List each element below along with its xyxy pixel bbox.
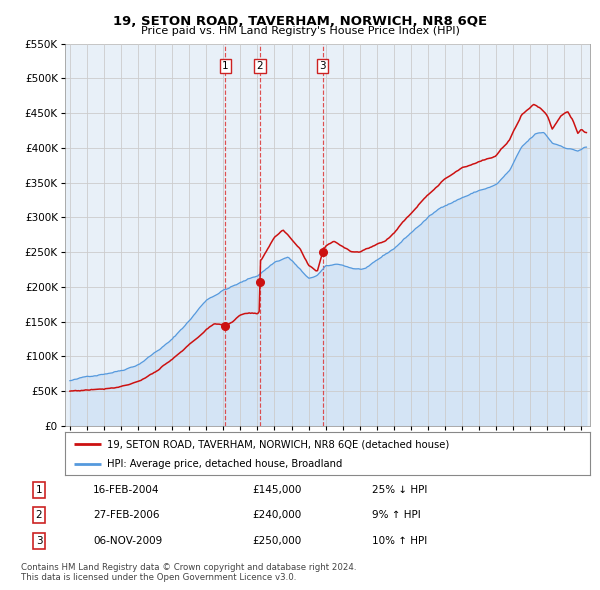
Text: 9% ↑ HPI: 9% ↑ HPI (372, 510, 421, 520)
Text: 10% ↑ HPI: 10% ↑ HPI (372, 536, 427, 546)
Text: 25% ↓ HPI: 25% ↓ HPI (372, 485, 427, 494)
Text: 2: 2 (35, 510, 43, 520)
Text: 19, SETON ROAD, TAVERHAM, NORWICH, NR8 6QE: 19, SETON ROAD, TAVERHAM, NORWICH, NR8 6… (113, 15, 487, 28)
Text: 3: 3 (35, 536, 43, 546)
Text: 1: 1 (222, 61, 229, 71)
Text: 1: 1 (35, 485, 43, 494)
Text: HPI: Average price, detached house, Broadland: HPI: Average price, detached house, Broa… (107, 460, 342, 469)
Text: Contains HM Land Registry data © Crown copyright and database right 2024.: Contains HM Land Registry data © Crown c… (21, 563, 356, 572)
Text: 16-FEB-2004: 16-FEB-2004 (93, 485, 160, 494)
Text: 27-FEB-2006: 27-FEB-2006 (93, 510, 160, 520)
Text: 19, SETON ROAD, TAVERHAM, NORWICH, NR8 6QE (detached house): 19, SETON ROAD, TAVERHAM, NORWICH, NR8 6… (107, 440, 449, 450)
Text: Price paid vs. HM Land Registry's House Price Index (HPI): Price paid vs. HM Land Registry's House … (140, 26, 460, 36)
Text: £240,000: £240,000 (252, 510, 301, 520)
Text: 2: 2 (257, 61, 263, 71)
Text: 3: 3 (320, 61, 326, 71)
Text: £145,000: £145,000 (252, 485, 301, 494)
Text: £250,000: £250,000 (252, 536, 301, 546)
Text: This data is licensed under the Open Government Licence v3.0.: This data is licensed under the Open Gov… (21, 573, 296, 582)
Text: 06-NOV-2009: 06-NOV-2009 (93, 536, 162, 546)
